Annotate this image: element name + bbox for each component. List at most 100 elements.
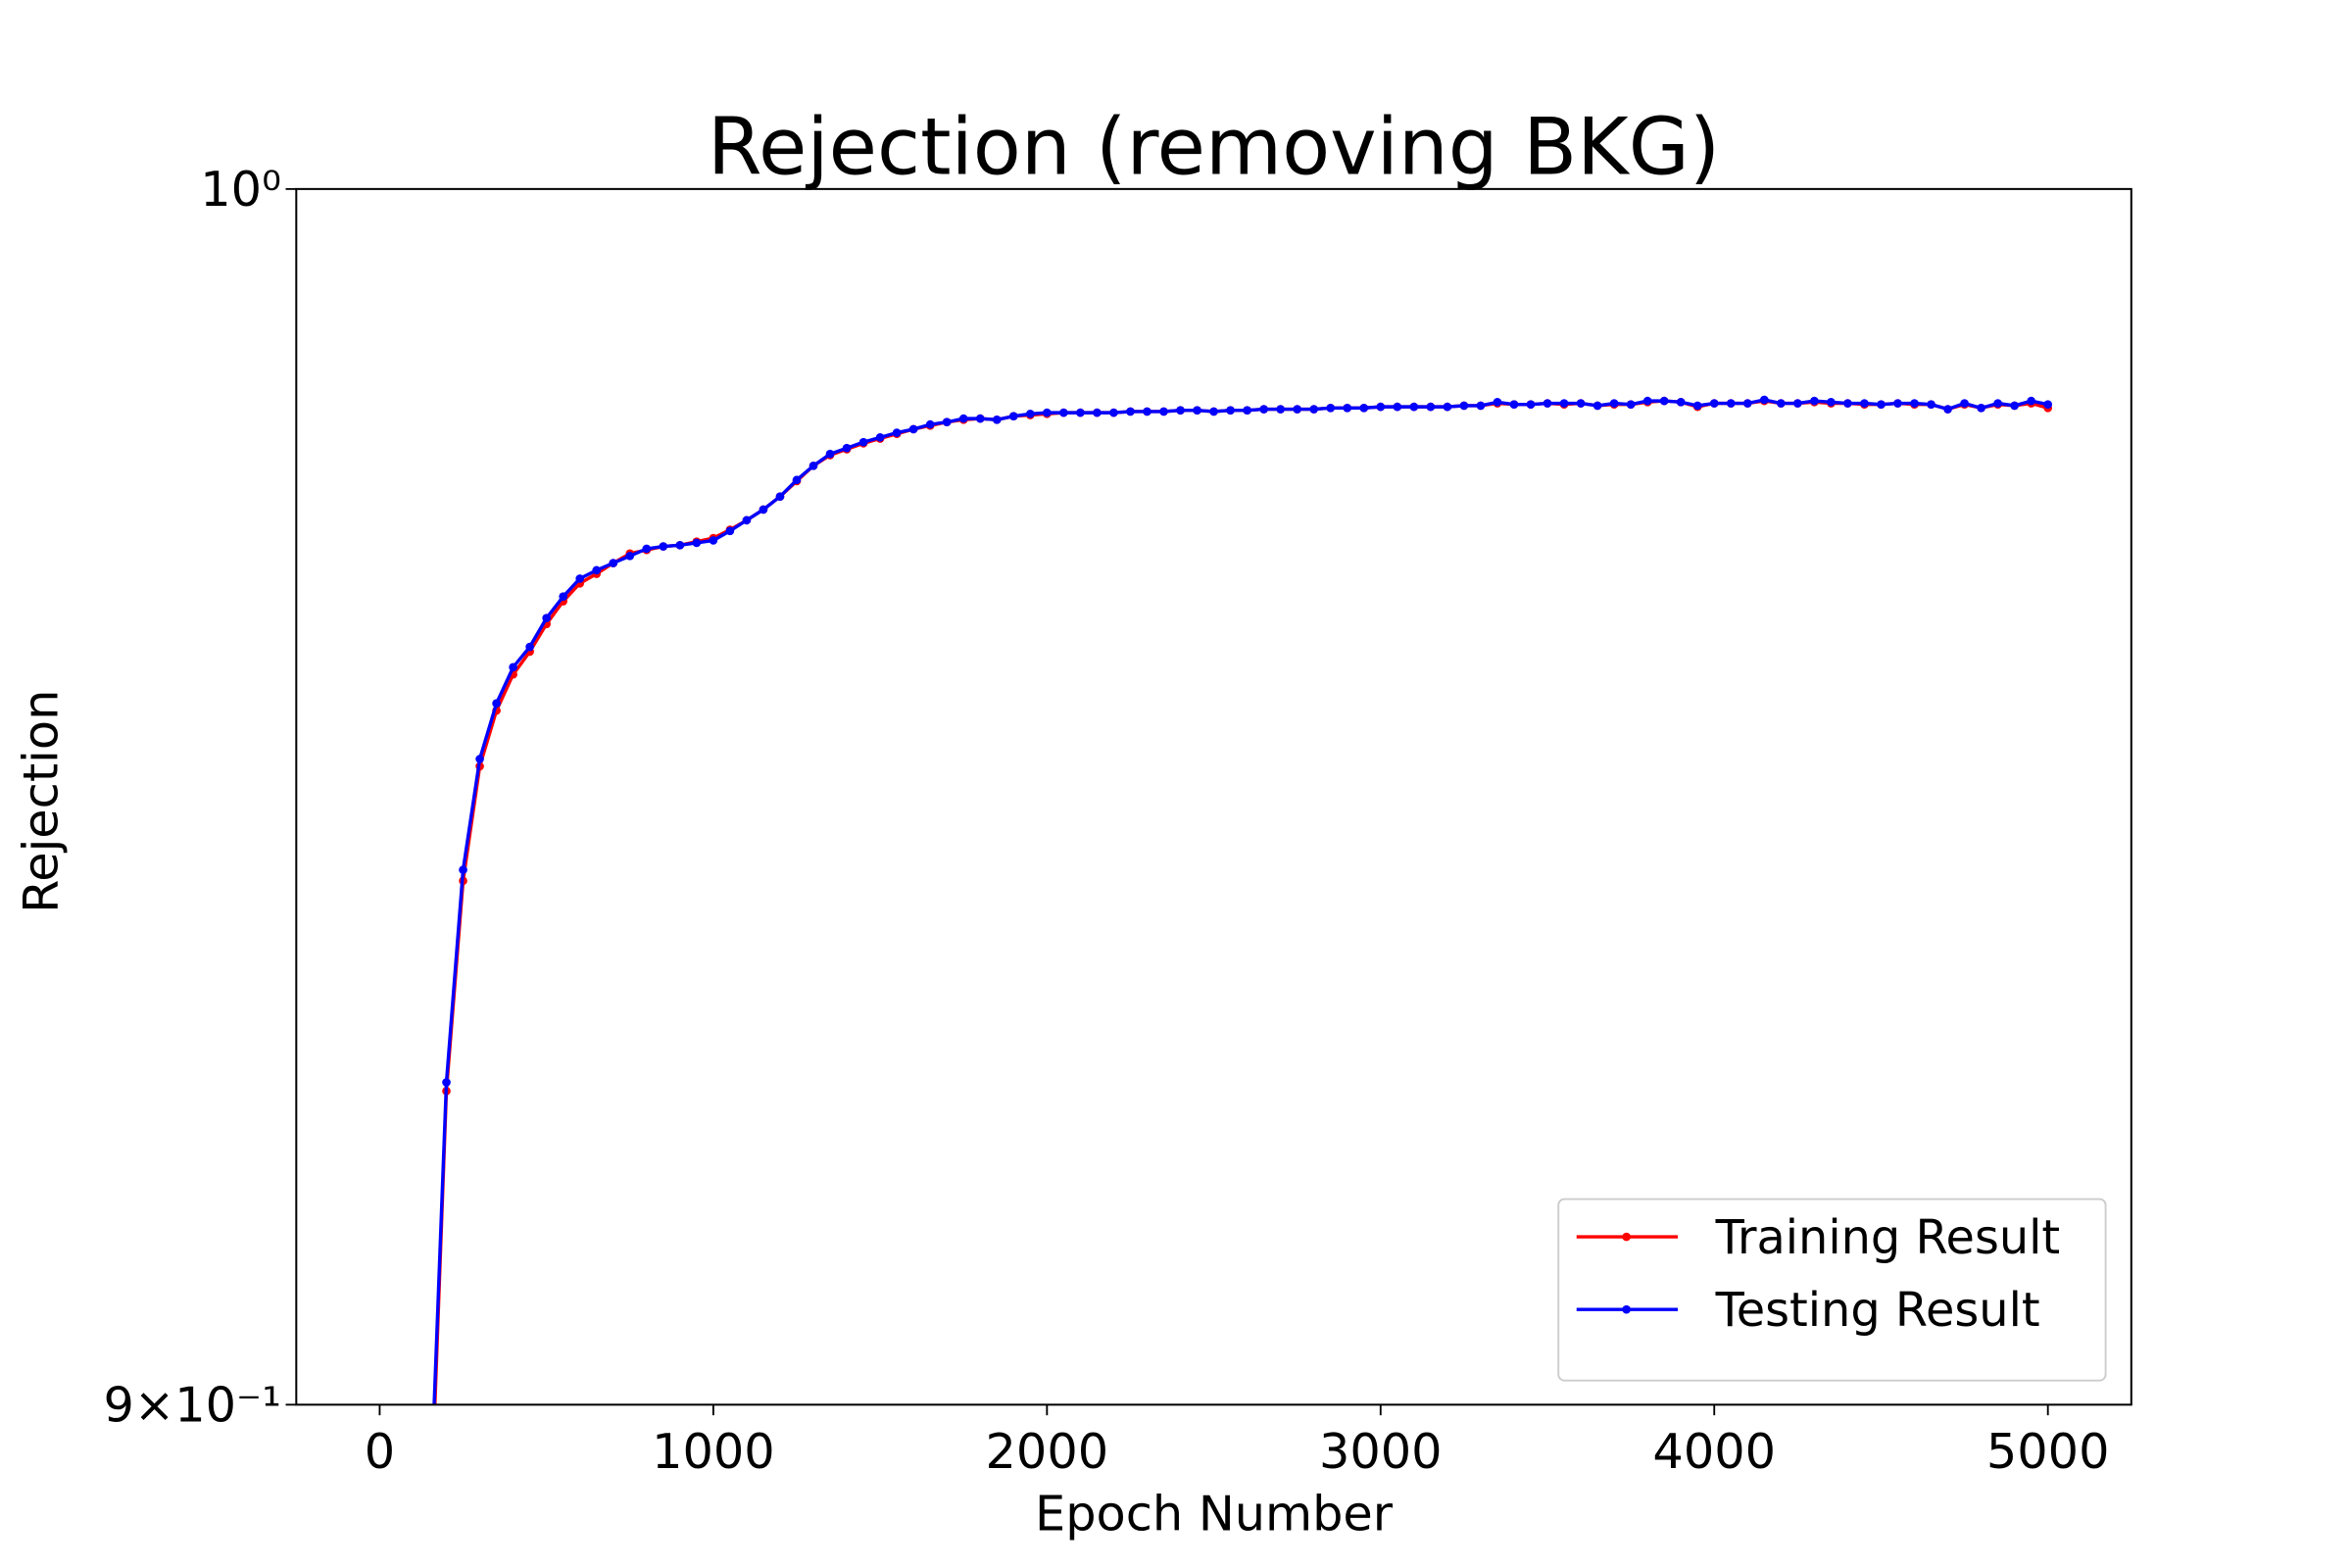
data-point <box>1759 395 1769 405</box>
x-tick-label: 1000 <box>652 1423 775 1480</box>
data-point <box>1810 396 1819 406</box>
data-point <box>575 574 585 583</box>
data-point <box>1827 398 1836 407</box>
data-point <box>1609 399 1619 408</box>
legend-label: Testing Result <box>1715 1284 2040 1338</box>
data-point <box>742 515 752 525</box>
data-point <box>1393 402 1402 412</box>
data-point <box>825 449 835 459</box>
data-point <box>1642 396 1652 406</box>
data-point <box>1326 403 1336 413</box>
data-point <box>1176 406 1185 416</box>
data-point <box>1008 412 1018 421</box>
data-point <box>2043 400 2053 410</box>
data-point <box>1043 408 1052 417</box>
y-axis-label: Rejection <box>13 690 70 913</box>
data-point <box>1927 400 1936 410</box>
data-point <box>1576 399 1586 408</box>
data-point <box>892 428 902 437</box>
data-point <box>1226 406 1235 416</box>
data-point <box>1960 399 1969 408</box>
data-point <box>975 414 985 423</box>
data-point <box>1143 407 1152 416</box>
data-point <box>1193 406 1201 416</box>
data-point <box>559 592 567 601</box>
data-point <box>492 699 501 709</box>
data-point <box>475 755 484 763</box>
data-point <box>1426 402 1436 412</box>
data-point <box>675 541 685 550</box>
data-point <box>1409 402 1419 412</box>
data-point <box>1726 399 1736 408</box>
data-point <box>1159 407 1168 416</box>
x-tick-label: 2000 <box>986 1423 1109 1480</box>
data-point <box>1860 399 1869 408</box>
data-point <box>625 551 635 561</box>
data-point <box>792 475 802 485</box>
data-point <box>808 461 818 470</box>
legend-box <box>1557 1198 2107 1382</box>
data-point <box>1709 399 1719 408</box>
data-point <box>759 505 768 514</box>
data-point <box>1793 399 1802 408</box>
data-point <box>1559 399 1569 408</box>
data-point <box>858 437 868 447</box>
data-point <box>442 1078 451 1087</box>
data-point <box>1243 406 1251 416</box>
y-tick-label: 10⁰ <box>200 161 281 218</box>
data-point <box>1109 408 1118 417</box>
data-point <box>1459 401 1469 411</box>
data-point <box>1309 405 1319 414</box>
data-point <box>1692 401 1702 411</box>
data-point <box>1476 401 1486 411</box>
legend-label: Training Result <box>1715 1211 2061 1265</box>
data-point <box>542 613 551 622</box>
x-axis-label: Epoch Number <box>1035 1485 1394 1542</box>
legend-marker <box>1622 1232 1631 1242</box>
data-point <box>992 416 1002 424</box>
y-tick-label: 9×10⁻¹ <box>103 1376 280 1433</box>
data-point <box>1076 408 1085 417</box>
data-point <box>1509 400 1519 410</box>
data-point <box>1977 403 1985 413</box>
data-point <box>1259 405 1268 414</box>
x-tick-label: 0 <box>365 1423 395 1480</box>
data-point <box>1209 407 1218 416</box>
data-point <box>525 642 534 652</box>
data-point <box>1777 399 1786 408</box>
data-point <box>1376 402 1386 412</box>
data-point <box>875 433 885 442</box>
data-point <box>1526 400 1536 410</box>
x-tick-label: 4000 <box>1652 1423 1776 1480</box>
data-point <box>1943 405 1952 414</box>
data-point <box>509 662 517 672</box>
data-point <box>1343 403 1352 413</box>
chart-title: Rejection (removing BKG) <box>708 101 1720 192</box>
data-point <box>459 865 467 874</box>
data-point <box>1659 396 1669 406</box>
data-point <box>1126 407 1135 416</box>
data-point <box>1276 405 1285 414</box>
axes-frame <box>295 187 2132 1406</box>
data-point <box>1293 405 1301 414</box>
data-point <box>925 419 935 429</box>
data-point <box>1059 408 1068 417</box>
data-point <box>1910 399 1919 408</box>
data-point <box>2010 401 2019 411</box>
data-point <box>692 538 702 548</box>
data-point <box>842 443 852 453</box>
data-point <box>942 417 952 427</box>
data-point <box>1359 403 1369 413</box>
data-point <box>659 542 668 551</box>
x-tick-label: 5000 <box>1986 1423 2110 1480</box>
data-point <box>1843 399 1852 408</box>
data-point <box>1592 401 1602 411</box>
data-point <box>1676 398 1686 407</box>
data-point <box>1543 399 1552 408</box>
legend-marker <box>1622 1304 1631 1314</box>
data-point <box>1893 399 1902 408</box>
data-point <box>609 559 618 567</box>
data-point <box>725 526 735 536</box>
data-point <box>1626 400 1636 410</box>
data-point <box>2027 396 2035 406</box>
